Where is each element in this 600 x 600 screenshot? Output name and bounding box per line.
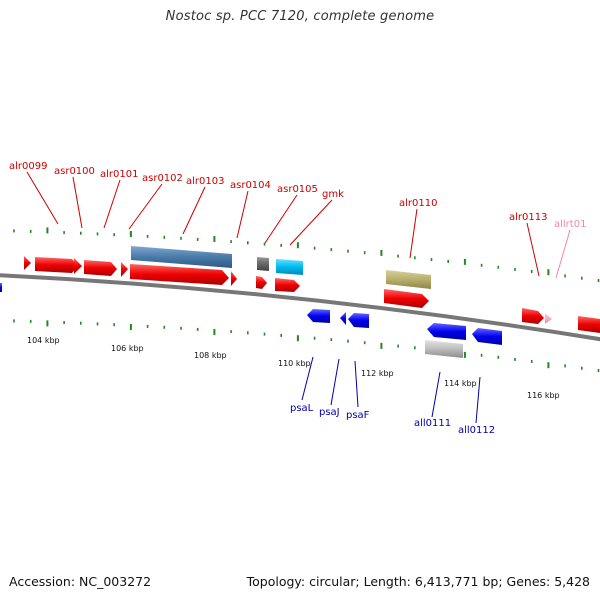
gene-label[interactable]: gmk: [322, 189, 344, 200]
kbp-label: 106 kbp: [111, 344, 144, 353]
reverse-strand-genes: [307, 309, 502, 358]
kbp-label: 104 kbp: [27, 336, 60, 345]
gene-label[interactable]: asr0100: [54, 166, 95, 177]
gene-arrow-psaJ[interactable]: [340, 312, 346, 325]
gene-label[interactable]: alr0113: [509, 212, 547, 223]
gene-label[interactable]: all0111: [414, 418, 451, 429]
gene-arrow-asr0102[interactable]: [121, 262, 128, 277]
gene-label[interactable]: psaJ: [319, 407, 340, 418]
gene-arrow[interactable]: [0, 283, 2, 292]
gene-arrow-psaL[interactable]: [307, 309, 330, 323]
gene-arrow[interactable]: [24, 256, 31, 270]
topology-text: Topology: circular; Length: 6,413,771 bp…: [246, 574, 590, 589]
gene-label[interactable]: asr0105: [277, 184, 318, 195]
gene-arrow-alr0099[interactable]: [35, 257, 78, 273]
gene-arrow[interactable]: [578, 316, 600, 333]
tick-marks-upper: [13, 227, 600, 282]
leader-lines: [26, 171, 571, 424]
gene-arrow[interactable]: [256, 276, 267, 289]
gene-label[interactable]: alr0101: [100, 169, 138, 180]
gene-bar-asr0104[interactable]: [257, 257, 269, 271]
gene-label[interactable]: psaF: [346, 410, 370, 421]
forward-gene-labels: alr0099 asr0100 alr0101 asr0102 alr0103 …: [9, 161, 586, 230]
forward-strand-genes: [0, 246, 600, 333]
gene-arrow[interactable]: [130, 264, 229, 285]
kbp-label: 114 kbp: [444, 379, 477, 388]
gene-bar[interactable]: [425, 340, 463, 358]
kbp-label: 112 kbp: [361, 369, 394, 378]
gene-arrow-gmk[interactable]: [275, 278, 300, 292]
gene-arrow-all0112[interactable]: [472, 328, 502, 345]
gene-bar-alr0110[interactable]: [386, 270, 431, 289]
gene-arrow-psaF[interactable]: [348, 313, 369, 328]
kbp-label: 110 kbp: [278, 359, 311, 368]
gene-arrow-all0111[interactable]: [427, 323, 466, 340]
genome-backbone: [0, 273, 600, 342]
gene-arrow[interactable]: [384, 289, 429, 308]
gene-label[interactable]: psaL: [290, 403, 314, 414]
gene-label[interactable]: alr0103: [186, 176, 224, 187]
gene-label[interactable]: asr0102: [142, 173, 183, 184]
gene-arrow[interactable]: [231, 271, 237, 286]
gene-label[interactable]: all0112: [458, 425, 495, 436]
gene-arrow-alr0113[interactable]: [522, 308, 544, 324]
gene-label[interactable]: allrt01: [554, 219, 586, 230]
tick-marks-lower: [13, 319, 600, 372]
accession-text: Accession: NC_003272: [9, 574, 152, 589]
gene-arrow-alr0101[interactable]: [84, 260, 117, 276]
gene-label[interactable]: alr0099: [9, 161, 47, 172]
gene-bar-alr0103[interactable]: [131, 246, 232, 268]
kbp-labels: 104 kbp 106 kbp 108 kbp 110 kbp 112 kbp …: [27, 336, 560, 400]
gene-bar-asr0105[interactable]: [276, 259, 303, 275]
kbp-label: 116 kbp: [527, 391, 560, 400]
gene-arrow[interactable]: [74, 258, 82, 274]
gene-arrow-allrt01[interactable]: [545, 313, 552, 324]
kbp-label: 108 kbp: [194, 351, 227, 360]
reverse-gene-labels: psaL psaJ psaF all0111 all0112: [290, 403, 495, 436]
gene-label[interactable]: asr0104: [230, 180, 271, 191]
gene-label[interactable]: alr0110: [399, 198, 437, 209]
page-title: Nostoc sp. PCC 7120, complete genome: [165, 9, 435, 24]
